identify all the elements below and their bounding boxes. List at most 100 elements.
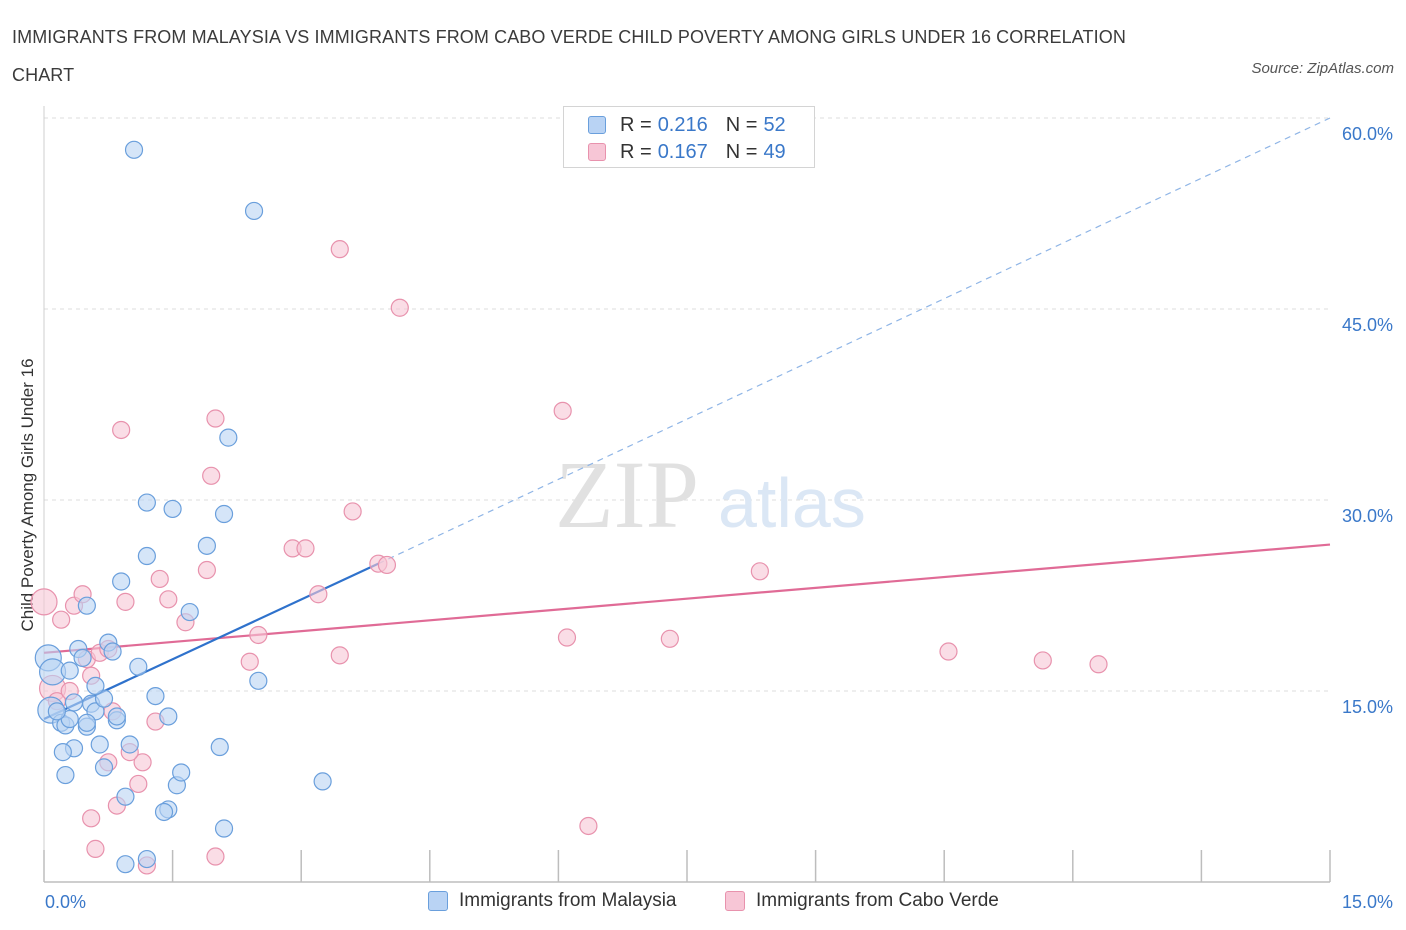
y-tick-label: 30.0% — [1342, 506, 1393, 526]
malaysia-point — [197, 536, 216, 555]
malaysia-point — [249, 671, 268, 690]
caboverde-point — [579, 816, 598, 836]
chart-title: IMMIGRANTS FROM MALAYSIA VS IMMIGRANTS F… — [12, 27, 1126, 85]
malaysia-point — [219, 428, 238, 447]
caboverde-trend-line — [43, 543, 1331, 654]
caboverde-point — [1033, 651, 1052, 670]
malaysia-point — [163, 499, 182, 519]
tick-labels: 15.0% 30.0% 45.0% 60.0% 0.0% 15.0% — [45, 124, 1393, 912]
malaysia-legend-swatch — [428, 891, 448, 911]
caboverde-point — [129, 774, 148, 794]
legend-item-malaysia[interactable]: Immigrants from Malaysia — [428, 890, 677, 912]
caboverde-point — [557, 628, 577, 647]
malaysia-point — [129, 657, 148, 676]
malaysia-point — [210, 737, 229, 757]
malaysia-point — [112, 572, 131, 591]
caboverde-point — [343, 502, 362, 521]
malaysia-point — [214, 504, 234, 524]
r-value: 0.167 — [657, 140, 708, 163]
caboverde-point — [309, 585, 328, 604]
legend-item-caboverde[interactable]: Immigrants from Cabo Verde — [725, 890, 999, 912]
caboverde-point — [197, 560, 216, 580]
malaysia-point — [116, 855, 135, 874]
caboverde-point — [390, 298, 409, 317]
caboverde-point — [553, 401, 572, 420]
malaysia-point — [180, 602, 199, 622]
malaysia-point — [53, 743, 72, 762]
malaysia-point — [154, 802, 174, 822]
caboverde-point — [206, 409, 225, 428]
malaysia-point — [90, 735, 109, 754]
trend-lines — [43, 117, 1331, 721]
source-label: Source: ZipAtlas.com — [1251, 60, 1394, 77]
malaysia-point — [244, 201, 264, 221]
malaysia-point — [64, 693, 84, 712]
malaysia-point — [159, 707, 178, 726]
y-tick-label: 45.0% — [1342, 315, 1393, 335]
r-label: R = — [620, 140, 652, 163]
caboverde-point — [377, 555, 397, 575]
caboverde-point — [30, 588, 58, 616]
malaysia-point — [146, 686, 165, 706]
n-label: N = — [725, 113, 758, 136]
caboverde-point — [240, 652, 259, 671]
malaysia-point — [172, 763, 191, 782]
correlation-legend: R = 0.216 N = 52 R = 0.167 N = 49 — [563, 106, 815, 168]
y-tick-label: 60.0% — [1342, 124, 1393, 144]
axes — [43, 106, 1331, 883]
malaysia-point — [94, 758, 114, 777]
gridlines — [44, 117, 1330, 692]
caboverde-point — [52, 610, 71, 629]
watermark-atlas: atlas — [718, 464, 866, 542]
malaysia-point — [86, 676, 105, 696]
malaysia-point — [77, 596, 96, 615]
n-value: 52 — [763, 113, 786, 136]
n-value: 49 — [763, 140, 786, 163]
series-legend: Immigrants from Malaysia Immigrants from… — [0, 888, 1406, 916]
malaysia-point — [124, 140, 144, 159]
caboverde-swatch — [588, 143, 606, 161]
malaysia-point — [94, 689, 114, 708]
malaysia-point — [56, 765, 75, 785]
caboverde-point — [750, 562, 769, 581]
malaysia-point — [137, 546, 156, 566]
x-tick-label: 0.0% — [45, 892, 86, 912]
caboverde-point — [1089, 655, 1108, 674]
caboverde-point — [116, 592, 135, 611]
legend-row-caboverde: R = 0.167 N = 49 — [588, 139, 786, 165]
caboverde-point — [939, 642, 958, 661]
malaysia-point — [73, 648, 92, 667]
caboverde-point — [330, 646, 349, 665]
malaysia-point — [120, 735, 139, 754]
caboverde-legend-swatch — [725, 891, 745, 911]
data-points — [30, 140, 1108, 875]
malaysia-point — [313, 772, 332, 791]
caboverde-point — [660, 629, 679, 648]
watermark: ZIP atlas — [555, 441, 866, 548]
legend-label: Immigrants from Malaysia — [459, 890, 677, 911]
malaysia-point — [47, 702, 66, 721]
r-value: 0.216 — [657, 113, 708, 136]
caboverde-point — [206, 847, 225, 866]
malaysia-point — [107, 707, 126, 726]
caboverde-point — [249, 625, 268, 645]
malaysia-point — [103, 642, 122, 661]
caboverde-point — [86, 839, 105, 858]
malaysia-point — [137, 849, 156, 869]
malaysia-swatch — [588, 116, 606, 134]
malaysia-point — [137, 493, 156, 512]
caboverde-point — [82, 809, 101, 828]
legend-label: Immigrants from Cabo Verde — [756, 890, 999, 911]
caboverde-point — [330, 240, 349, 259]
x-tick-label: 15.0% — [1342, 892, 1393, 912]
legend-row-malaysia: R = 0.216 N = 52 — [588, 112, 786, 138]
malaysia-point — [116, 787, 135, 806]
malaysia-point — [214, 819, 234, 838]
caboverde-point — [150, 569, 169, 589]
malaysia-point — [60, 661, 79, 680]
malaysia-point — [77, 713, 96, 732]
caboverde-point — [296, 539, 315, 558]
caboverde-point — [133, 753, 152, 772]
watermark-zip: ZIP — [555, 441, 699, 548]
